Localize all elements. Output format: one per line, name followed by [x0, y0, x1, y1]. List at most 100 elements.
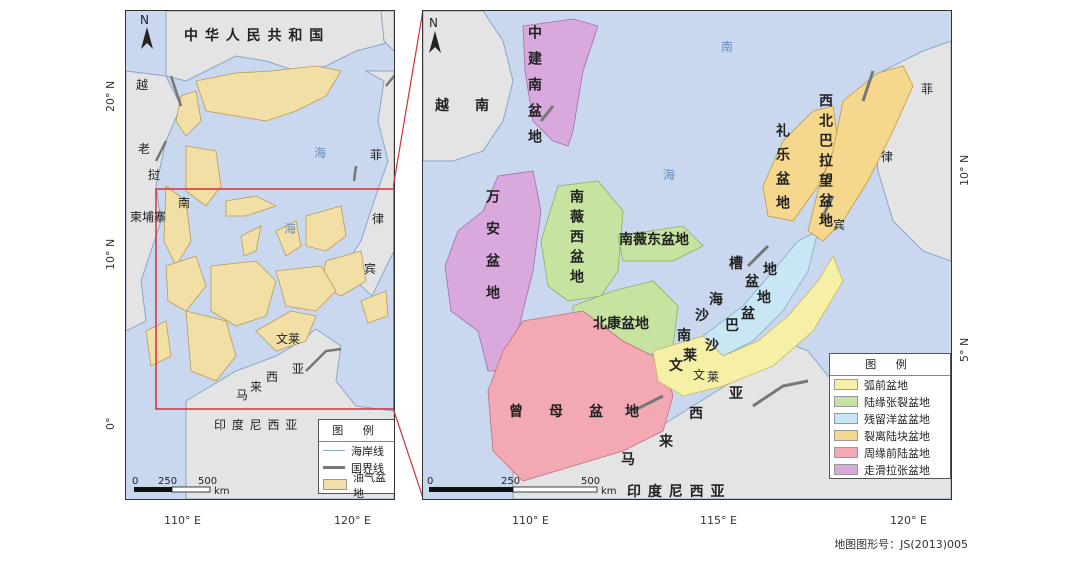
sea-label-1: 南 [721, 40, 734, 54]
lon-110-label: 110° E [512, 514, 549, 527]
lon-115-label: 115° E [700, 514, 737, 527]
lat-10-label: 10° N [104, 238, 117, 270]
sea-label-1: 南 [178, 196, 191, 210]
nansha-trough-label-a: 南 [677, 328, 691, 344]
beikang-label: 北康盆地 [593, 316, 649, 332]
indochina-landmass [126, 70, 182, 332]
remnant-ocean-swatch [834, 413, 858, 424]
philippines-label-3: 宾 [833, 218, 846, 232]
xibeibalawang-label: 西北巴拉望盆地 [817, 93, 833, 233]
rift-swatch [834, 396, 858, 407]
zhongjiannan-basin [522, 18, 599, 147]
border-line-zengmu [632, 394, 664, 413]
north-label: N [429, 16, 438, 30]
brunei-label-2: 莱 [683, 348, 697, 364]
china-landmass [165, 11, 394, 82]
scale-500: 500 [198, 476, 218, 487]
laos-label-2: 挝 [148, 168, 161, 182]
lon-110-label: 110° E [164, 514, 201, 527]
forearc-swatch [834, 379, 858, 390]
nanweidong-basin [617, 225, 704, 262]
nansha-trough-label-c: 海 [709, 292, 723, 308]
legend-label-border: 国界线 [351, 461, 384, 475]
north-label: N [140, 13, 149, 27]
coastline-swatch [323, 450, 345, 451]
liyue-label: 礼乐盆地 [774, 123, 790, 219]
zhongjiannan-label: 中建南盆地 [526, 25, 542, 155]
zengmu-label-2: 母 [549, 404, 563, 420]
scale-unit: km [214, 486, 230, 497]
border-line-1 [154, 75, 183, 162]
detail-legend: 图 例 弧前盆地 陆缘张裂盆地 残留洋盆盆地 裂离陆块盆地 周缘前陆盆地 走滑拉… [829, 353, 951, 479]
legend-title: 图 例 [319, 420, 394, 442]
legend-label-basin: 油气盆地 [353, 470, 386, 500]
philippines-label-1: 菲 [370, 148, 383, 162]
nanweidong-label: 南薇东盆地 [619, 232, 689, 248]
xibeibalawang-basin [807, 65, 914, 242]
malaysia-label-3: 马 [236, 388, 249, 402]
nanshaba-label-1: 沙 [705, 338, 719, 354]
lat-5-label: 5° N [958, 337, 971, 362]
vietnam-landmass [423, 11, 514, 162]
malaysia-label-4: 马 [621, 452, 635, 468]
vietnam-label-2: 南 [475, 98, 489, 114]
brunei-label-1: 文 [669, 358, 683, 374]
nanweixi-label: 南薇西盆地 [568, 189, 584, 289]
nanshaba-label-2: 巴 [725, 318, 739, 334]
legend-row-basin: 油气盆地 [319, 471, 394, 499]
nansha-trough-label-d: 槽 [729, 256, 743, 272]
indonesia-label: 印 度 尼 西 亚 [627, 484, 726, 500]
zengmu-label-1: 曾 [509, 404, 523, 420]
legend-label-drifted-block: 裂离陆块盆地 [864, 429, 930, 443]
nansha-trough-label-f: 地 [763, 262, 777, 278]
brunei-label-3: 文 [693, 368, 706, 382]
north-arrow-icon [141, 27, 153, 49]
liyue-basin [762, 105, 839, 222]
nanshaba-basin [652, 255, 844, 397]
nanshaba-label-4: 地 [757, 290, 771, 306]
legend-label-coastline: 海岸线 [351, 444, 384, 458]
philippines-label-3: 宾 [364, 262, 377, 276]
lon-120-label: 120° E [334, 514, 371, 527]
zengmu-label-3: 盆 [589, 404, 603, 420]
malaysia-label-2: 亚 [292, 362, 305, 376]
legend-label-foreland: 周缘前陆盆地 [864, 446, 930, 460]
malaysia-label-1: 西 [266, 370, 279, 384]
border-line-2 [305, 347, 342, 372]
vietnam-label-1: 越 [435, 98, 449, 114]
foreland-swatch [834, 447, 858, 458]
legend-row-foreland: 周缘前陆盆地 [830, 444, 950, 461]
north-arrow-icon [429, 31, 441, 53]
border-line-nansha [746, 244, 770, 268]
legend-label-strike-slip: 走滑拉张盆地 [864, 463, 930, 477]
malaysia-label-1: 西 [689, 406, 703, 422]
legend-row-forearc: 弧前盆地 [830, 376, 950, 393]
scale-0: 0 [427, 476, 434, 487]
legend-label-remnant-ocean: 残留洋盆盆地 [864, 412, 930, 426]
scale-250: 250 [158, 476, 178, 487]
border-swatch [323, 466, 345, 469]
indonesia-label: 印 度 尼 西 亚 [214, 418, 299, 432]
scale-250: 250 [501, 476, 521, 487]
scale-500: 500 [581, 476, 601, 487]
lat-0-label: 0° [104, 417, 117, 431]
strike-slip-swatch [834, 464, 858, 475]
cambodia-label: 柬埔寨 [130, 210, 167, 224]
scale-0: 0 [132, 476, 139, 487]
taiwan-landmass [380, 11, 394, 52]
wanan-basin [444, 170, 542, 372]
scale-unit: km [601, 486, 617, 497]
map-approval-number: 地图图形号：JS(2013)005 [834, 538, 968, 551]
legend-row-rift: 陆缘张裂盆地 [830, 393, 950, 410]
malaysia-label-4: 来 [250, 380, 263, 394]
sea-label-3: 海 [284, 222, 297, 236]
legend-title: 图 例 [830, 354, 950, 376]
zengmu-basin [487, 310, 674, 482]
zoom-connector [393, 10, 423, 498]
legend-row-remnant-ocean: 残留洋盆盆地 [830, 410, 950, 427]
nanshaba-label-3: 盆 [741, 306, 755, 322]
philippines-label-2: 律 [372, 212, 385, 226]
legend-row-drifted-block: 裂离陆块盆地 [830, 427, 950, 444]
sea-label-2: 海 [314, 146, 327, 160]
lon-120-label: 120° E [890, 514, 927, 527]
